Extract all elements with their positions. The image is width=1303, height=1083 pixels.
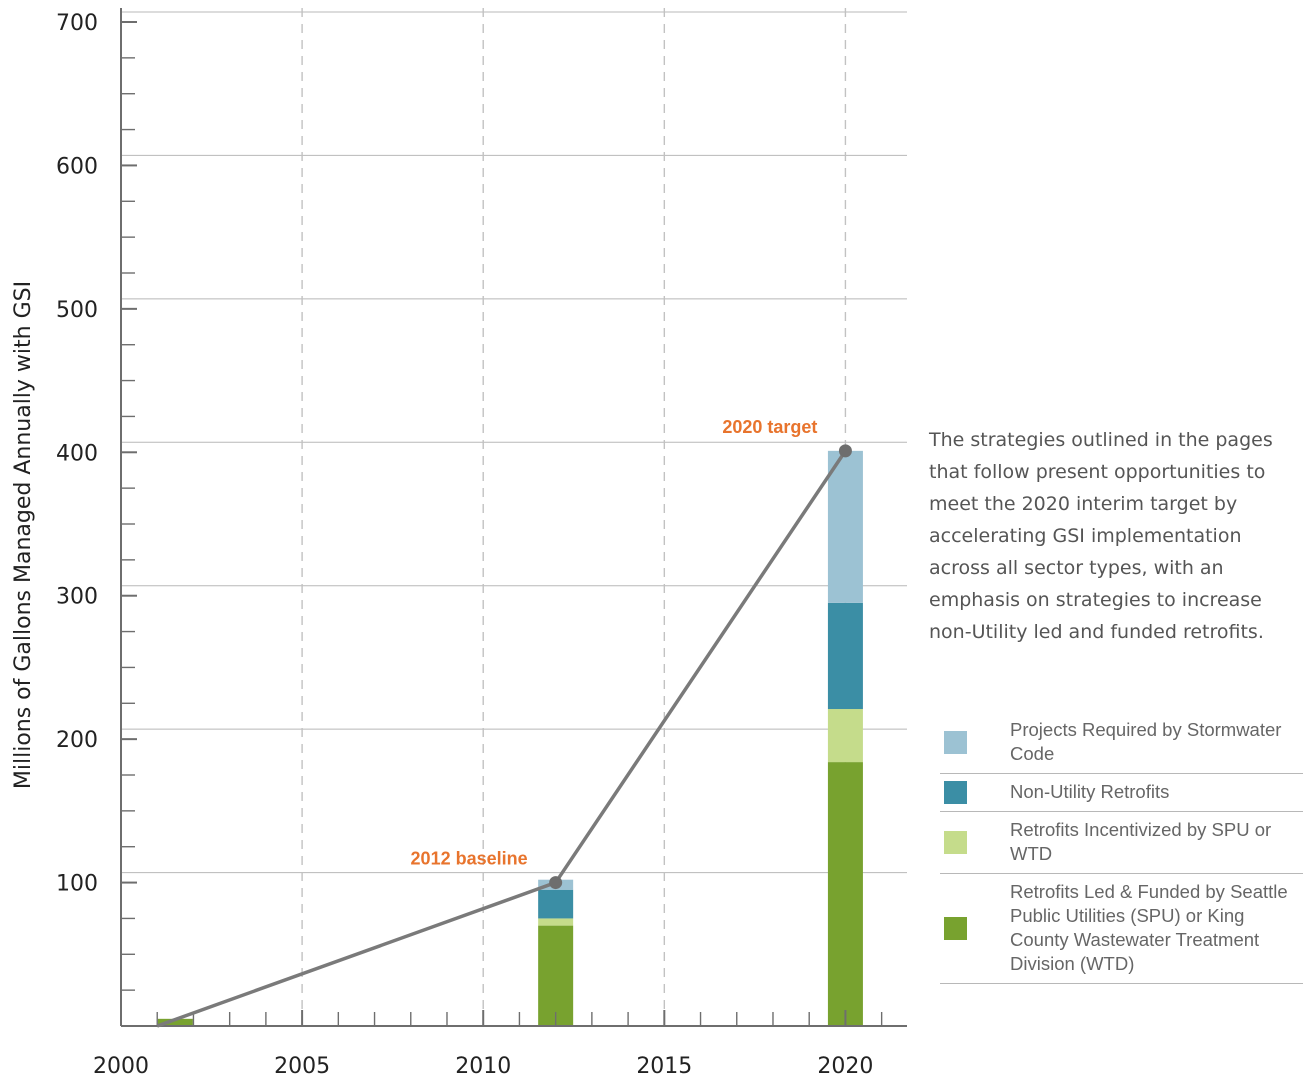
y-tick-label-100: 100 [56, 872, 98, 897]
y-tick-label-600: 600 [56, 154, 98, 179]
trend-line-group [156, 444, 852, 1028]
legend-item-non-utility: Non-Utility Retrofits [940, 774, 1303, 812]
bar-2020-series-0 [827, 762, 863, 1026]
y-axis-label: Millions of Gallons Managed Annually wit… [11, 281, 36, 789]
legend-swatch [944, 730, 967, 754]
bar-2001.5-series-0 [157, 1018, 193, 1026]
legend-item-led-funded: Retrofits Led & Funded by Seattle Public… [940, 874, 1303, 984]
y-tick-label-400: 400 [56, 441, 98, 466]
bars [157, 450, 863, 1026]
x-tick-label-2015: 2015 [636, 1054, 692, 1079]
gridlines [121, 8, 907, 1026]
annotation-2020: 2020 target [722, 417, 817, 437]
x-tick-label-2005: 2005 [274, 1054, 330, 1079]
bar-2012-series-0 [538, 925, 574, 1026]
bar-2020-series-1 [827, 709, 863, 763]
legend-label: Non-Utility Retrofits [1010, 781, 1170, 802]
bar-2020-series-2 [827, 602, 863, 710]
legend-item-stormwater-code: Projects Required by Stormwater Code [940, 712, 1303, 774]
x-tick-label-2020: 2020 [817, 1054, 873, 1079]
y-tick-label-500: 500 [56, 298, 98, 323]
legend-swatch [944, 780, 967, 804]
tick-labels: 100 200 300 400 500 600 700 2000 2005 2010 2015 202… [56, 11, 873, 1079]
y-tick-label-300: 300 [56, 585, 98, 610]
y-tick-label-700: 700 [56, 11, 98, 36]
legend-swatch [944, 916, 967, 940]
annotation-2012: 2012 baseline [411, 849, 528, 869]
legend-label: Projects Required by Stormwater Code [1010, 719, 1282, 764]
trend-point-2020 [838, 444, 852, 458]
legend-swatch [944, 830, 967, 854]
bar-2020-series-3 [827, 450, 863, 603]
x-tick-label-2010: 2010 [455, 1054, 511, 1079]
x-tick-label-2000: 2000 [93, 1054, 149, 1079]
y-tick-label-200: 200 [56, 728, 98, 753]
legend-label: Retrofits Incentivized by SPU or WTD [1010, 819, 1272, 864]
axes [120, 8, 907, 1027]
trend-point-2012 [549, 876, 563, 890]
trend-line [156, 449, 847, 1028]
legend: Projects Required by Stormwater Code Non… [940, 712, 1303, 984]
legend-label: Retrofits Led & Funded by Seattle Public… [1010, 881, 1288, 974]
bar-2012-series-1 [538, 918, 574, 926]
description-text: The strategies outlined in the pages tha… [929, 429, 1273, 643]
bar-2012-series-2 [538, 889, 574, 919]
legend-item-incentivized: Retrofits Incentivized by SPU or WTD [940, 812, 1303, 874]
